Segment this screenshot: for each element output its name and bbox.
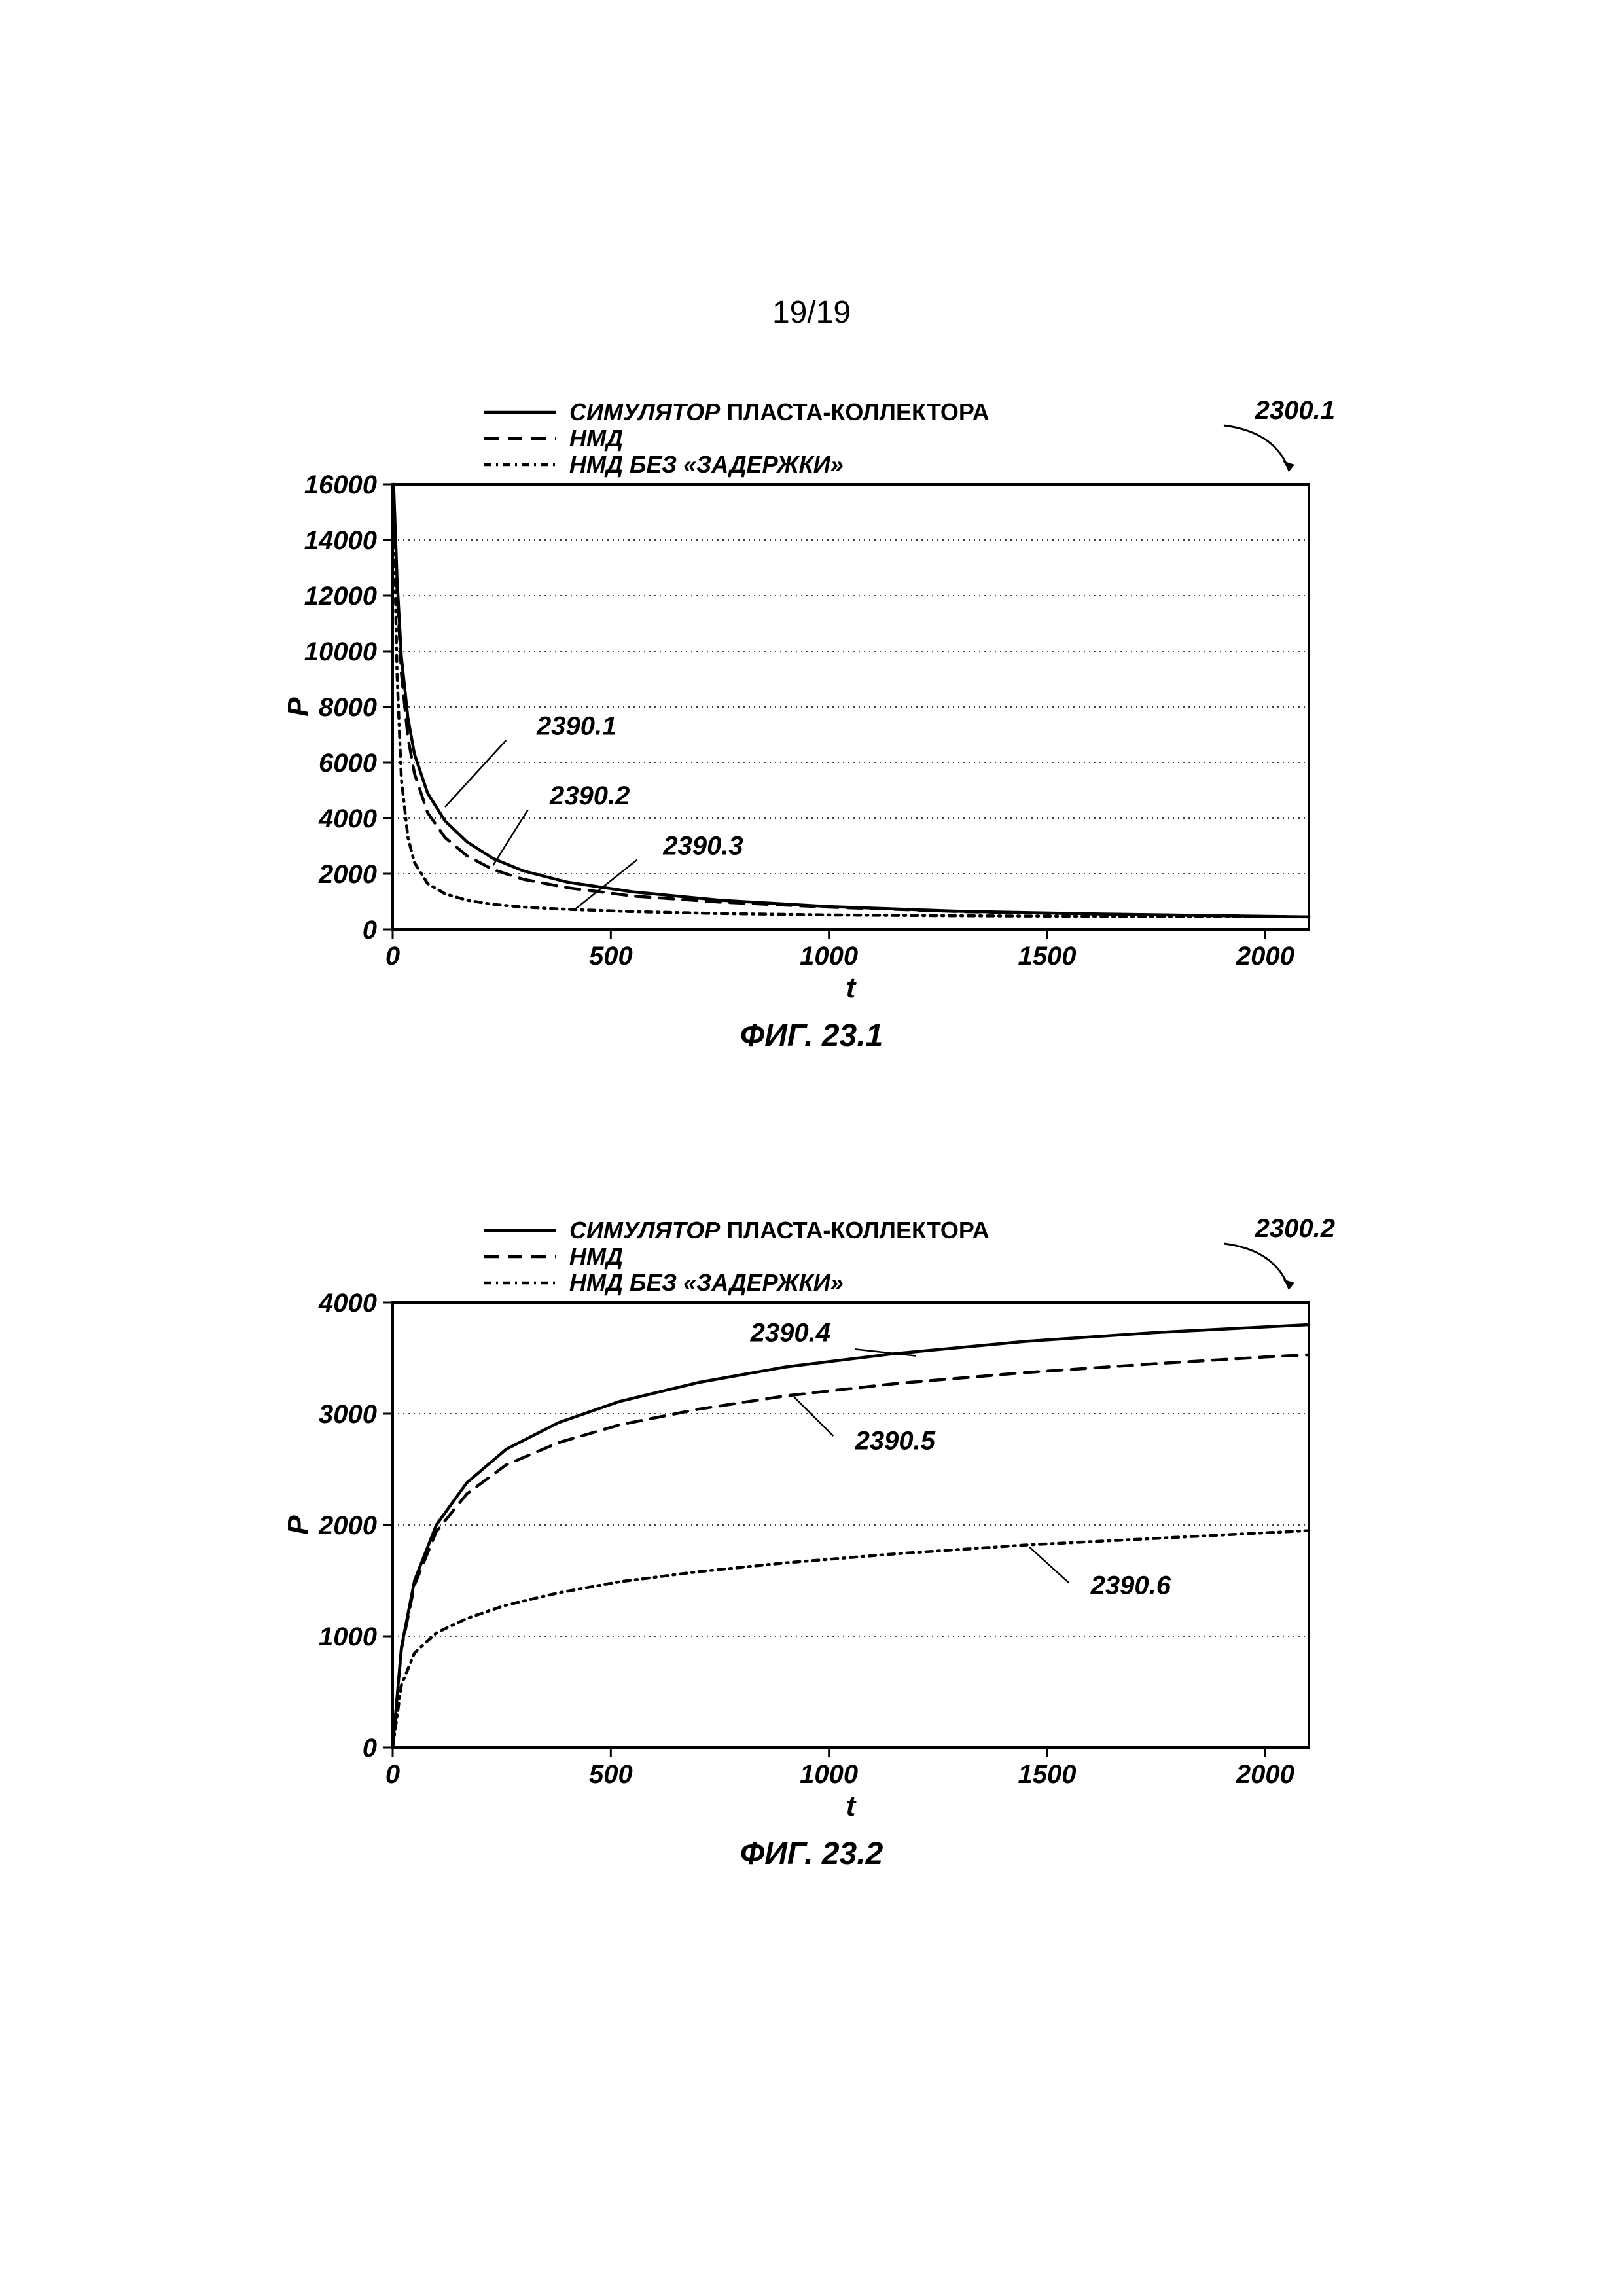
svg-text:4000: 4000 xyxy=(318,1289,377,1318)
svg-text:14000: 14000 xyxy=(304,526,377,555)
svg-text:P: P xyxy=(282,1515,314,1535)
svg-text:1500: 1500 xyxy=(1018,1760,1077,1789)
svg-text:2390.6: 2390.6 xyxy=(1090,1571,1171,1600)
svg-text:НМД: НМД xyxy=(569,1243,623,1270)
svg-text:0: 0 xyxy=(363,916,377,944)
svg-text:1000: 1000 xyxy=(800,942,858,971)
svg-text:2390.5: 2390.5 xyxy=(855,1426,936,1455)
svg-text:2300.2: 2300.2 xyxy=(1255,1214,1335,1243)
svg-text:СИМУЛЯТОР ПЛАСТА-КОЛЛЕКТОРА: СИМУЛЯТОР ПЛАСТА-КОЛЛЕКТОРА xyxy=(569,399,990,425)
svg-text:8000: 8000 xyxy=(319,693,377,722)
svg-text:12000: 12000 xyxy=(304,582,377,611)
svg-text:1500: 1500 xyxy=(1018,942,1077,971)
svg-text:1000: 1000 xyxy=(319,1623,377,1651)
svg-text:2390.1: 2390.1 xyxy=(536,712,616,741)
svg-text:1000: 1000 xyxy=(800,1760,858,1789)
svg-text:0: 0 xyxy=(385,1760,400,1789)
svg-text:НМД БЕЗ «ЗАДЕРЖКИ»: НМД БЕЗ «ЗАДЕРЖКИ» xyxy=(569,1269,844,1296)
svg-text:2000: 2000 xyxy=(318,860,377,889)
svg-text:2000: 2000 xyxy=(318,1511,377,1540)
svg-text:НМД: НМД xyxy=(569,425,623,452)
svg-text:t: t xyxy=(846,972,857,1004)
figure-23-2: 2300.2 СИМУЛЯТОР ПЛАСТА-КОЛЛЕКТОРАНМДНМД … xyxy=(275,1211,1348,1865)
svg-text:6000: 6000 xyxy=(319,749,377,778)
svg-text:НМД БЕЗ «ЗАДЕРЖКИ»: НМД БЕЗ «ЗАДЕРЖКИ» xyxy=(569,451,844,478)
figure-23-1-caption: ФИГ. 23.1 xyxy=(275,1018,1348,1054)
svg-text:10000: 10000 xyxy=(304,637,377,666)
svg-text:16000: 16000 xyxy=(304,471,377,499)
svg-text:4000: 4000 xyxy=(318,804,377,833)
svg-text:2390.2: 2390.2 xyxy=(549,781,630,810)
svg-text:3000: 3000 xyxy=(319,1400,377,1429)
svg-text:2000: 2000 xyxy=(1236,1760,1294,1789)
page-header: 19/19 xyxy=(0,295,1623,331)
svg-text:2390.3: 2390.3 xyxy=(662,831,743,860)
svg-text:2000: 2000 xyxy=(1236,942,1294,971)
svg-text:0: 0 xyxy=(363,1734,377,1763)
svg-text:t: t xyxy=(846,1790,857,1822)
svg-text:2300.1: 2300.1 xyxy=(1255,396,1335,425)
svg-text:0: 0 xyxy=(385,942,400,971)
svg-text:P: P xyxy=(282,697,314,717)
figure-23-1: 2300.1 СИМУЛЯТОР ПЛАСТА-КОЛЛЕКТОРАНМДНМД … xyxy=(275,393,1348,1047)
svg-text:500: 500 xyxy=(589,942,633,971)
svg-text:2390.4: 2390.4 xyxy=(750,1319,830,1348)
svg-text:СИМУЛЯТОР ПЛАСТА-КОЛЛЕКТОРА: СИМУЛЯТОР ПЛАСТА-КОЛЛЕКТОРА xyxy=(569,1217,990,1244)
figure-23-2-caption: ФИГ. 23.2 xyxy=(275,1836,1348,1872)
svg-text:500: 500 xyxy=(589,1760,633,1789)
